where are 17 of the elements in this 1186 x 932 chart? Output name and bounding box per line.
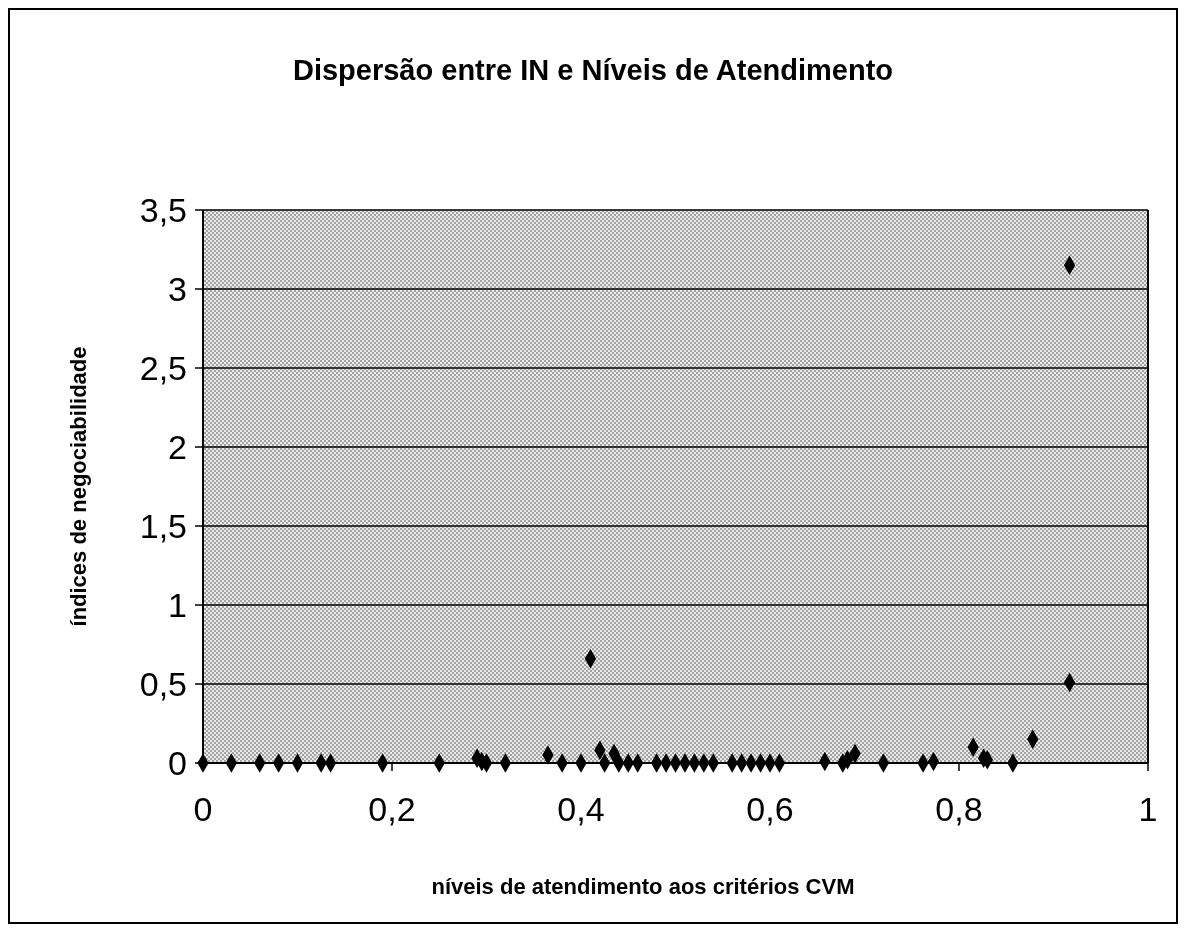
x-tick-label: 0,2 xyxy=(368,790,416,828)
y-tick-label: 1,5 xyxy=(139,506,187,545)
y-tick-label: 2 xyxy=(168,427,187,466)
y-axis-title: índices de negociabilidade xyxy=(66,346,91,627)
x-tick-label: 0,8 xyxy=(935,790,983,828)
x-tick-label: 1 xyxy=(1138,790,1158,828)
y-tick-label: 2,5 xyxy=(139,348,187,387)
y-tick-label: 0 xyxy=(168,743,187,782)
x-tick-label: 0,4 xyxy=(557,790,605,828)
x-tick-label: 0,6 xyxy=(746,790,794,828)
y-tick-label: 0,5 xyxy=(139,664,187,703)
x-tick-label: 0 xyxy=(193,790,213,828)
y-tick-label: 3 xyxy=(168,269,187,308)
x-axis-title: níveis de atendimento aos critérios CVM xyxy=(431,874,855,899)
y-tick-label: 3,5 xyxy=(139,190,187,229)
chart-title: Dispersão entre IN e Níveis de Atendimento xyxy=(292,54,894,86)
y-tick-label: 1 xyxy=(168,585,187,624)
